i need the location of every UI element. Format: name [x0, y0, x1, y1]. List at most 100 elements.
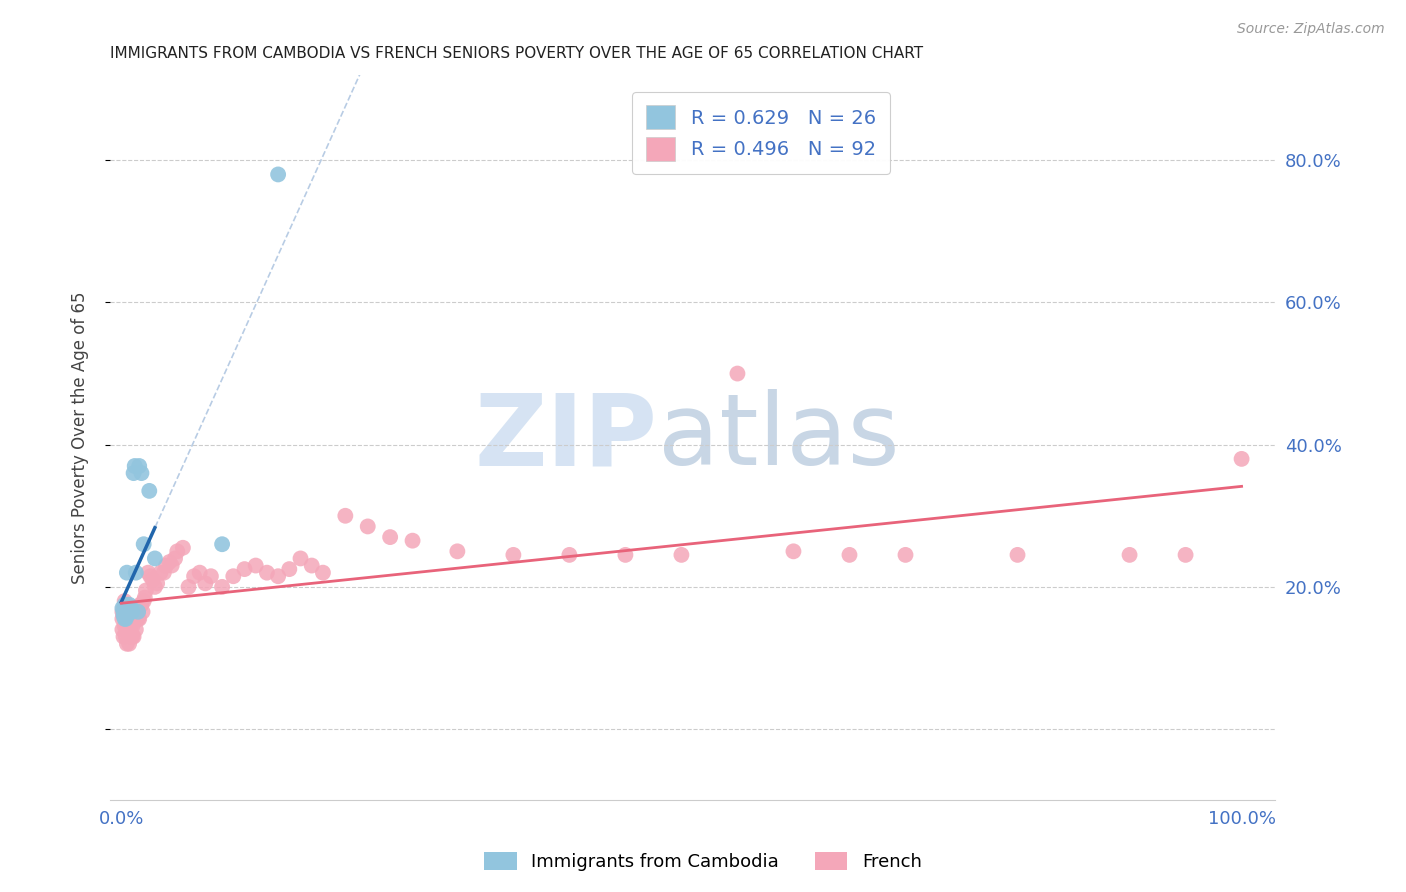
Point [278, 562, 301, 576]
Point [782, 544, 804, 558]
Point [118, 637, 141, 651]
Point [124, 458, 146, 473]
Y-axis label: Seniors Poverty Over the Age of 65: Seniors Poverty Over the Age of 65 [72, 292, 89, 583]
Point [112, 601, 135, 615]
Point [111, 623, 134, 637]
Point [165, 551, 187, 566]
Point [111, 605, 134, 619]
Point [139, 569, 162, 583]
Point [115, 623, 138, 637]
Point [114, 601, 136, 615]
Point [1118, 548, 1140, 562]
Point [121, 630, 143, 644]
Point [290, 551, 312, 566]
Point [143, 551, 166, 566]
Point [124, 612, 146, 626]
Point [136, 566, 159, 580]
Point [138, 483, 160, 498]
Point [121, 601, 143, 615]
Point [188, 566, 211, 580]
Point [357, 519, 380, 533]
Point [120, 608, 142, 623]
Text: atlas: atlas [658, 389, 900, 486]
Point [125, 566, 148, 580]
Point [159, 555, 181, 569]
Point [115, 608, 138, 623]
Point [132, 537, 155, 551]
Point [378, 530, 401, 544]
Point [131, 598, 153, 612]
Point [114, 630, 136, 644]
Point [114, 598, 136, 612]
Point [118, 623, 141, 637]
Point [131, 605, 153, 619]
Point [112, 630, 135, 644]
Point [114, 612, 136, 626]
Point [245, 558, 267, 573]
Point [502, 548, 524, 562]
Legend: Immigrants from Cambodia, French: Immigrants from Cambodia, French [477, 845, 929, 879]
Point [120, 612, 142, 626]
Point [125, 612, 148, 626]
Point [671, 548, 693, 562]
Point [118, 612, 141, 626]
Point [267, 569, 290, 583]
Point [117, 601, 139, 615]
Point [121, 619, 143, 633]
Point [177, 580, 200, 594]
Point [114, 619, 136, 633]
Point [120, 605, 142, 619]
Point [155, 558, 177, 573]
Point [122, 605, 145, 619]
Point [120, 619, 142, 633]
Point [112, 608, 135, 623]
Point [194, 576, 217, 591]
Point [153, 566, 176, 580]
Point [160, 558, 183, 573]
Point [117, 623, 139, 637]
Point [149, 566, 172, 580]
Point [894, 548, 917, 562]
Point [127, 612, 149, 626]
Point [114, 605, 136, 619]
Point [1007, 548, 1029, 562]
Point [120, 630, 142, 644]
Point [134, 591, 156, 605]
Point [725, 367, 748, 381]
Point [1174, 548, 1197, 562]
Point [125, 601, 148, 615]
Point [127, 605, 149, 619]
Point [111, 612, 134, 626]
Point [125, 623, 148, 637]
Point [233, 562, 256, 576]
Point [143, 580, 166, 594]
Point [446, 544, 468, 558]
Point [125, 612, 148, 626]
Point [112, 605, 135, 619]
Point [115, 566, 138, 580]
Point [146, 576, 169, 591]
Legend: R = 0.629   N = 26, R = 0.496   N = 92: R = 0.629 N = 26, R = 0.496 N = 92 [633, 92, 890, 174]
Point [128, 612, 150, 626]
Point [301, 558, 323, 573]
Point [117, 605, 139, 619]
Point [129, 598, 152, 612]
Point [114, 612, 136, 626]
Point [183, 569, 205, 583]
Point [1230, 451, 1253, 466]
Point [122, 466, 145, 480]
Point [838, 548, 860, 562]
Point [115, 598, 138, 612]
Text: Source: ZipAtlas.com: Source: ZipAtlas.com [1237, 22, 1385, 37]
Point [267, 168, 290, 182]
Point [114, 601, 136, 615]
Point [166, 544, 188, 558]
Point [211, 537, 233, 551]
Point [122, 630, 145, 644]
Point [172, 541, 194, 555]
Point [114, 612, 136, 626]
Point [111, 601, 134, 615]
Point [114, 594, 136, 608]
Point [121, 605, 143, 619]
Point [142, 573, 165, 587]
